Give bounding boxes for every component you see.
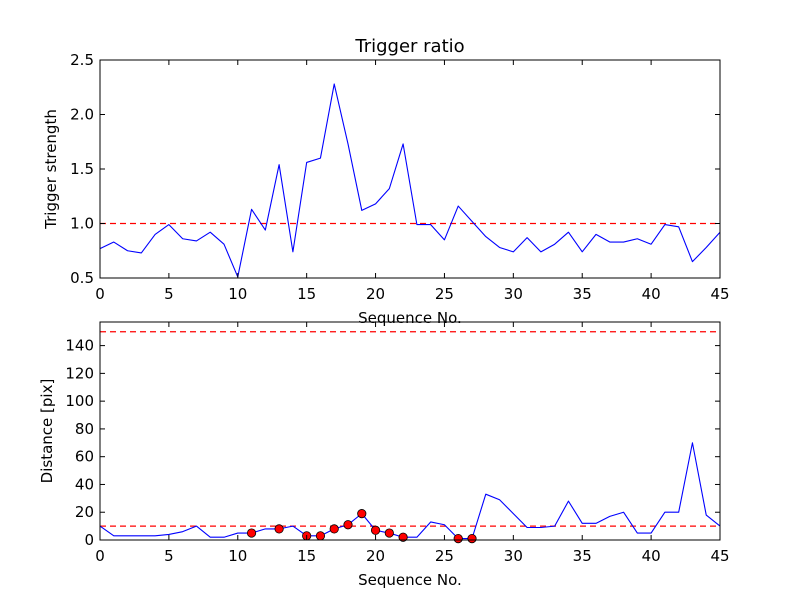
trigger-ratio-panel: Trigger ratio 0 5 10 15 20 25 30 35 40 45 0.5 1.0 1.… bbox=[42, 36, 730, 327]
distance-x-tick-label-1: 5 bbox=[164, 547, 174, 565]
distance-marker-1 bbox=[274, 524, 284, 534]
trigger-y-axis-label: Trigger strength bbox=[42, 109, 60, 230]
distance-marker-7 bbox=[370, 525, 381, 535]
distance-y-tick-label-7: 140 bbox=[65, 337, 94, 355]
distance-x-tick-label-0: 0 bbox=[95, 547, 105, 565]
distance-x-tick-label-7: 35 bbox=[573, 547, 592, 565]
distance-y-tick-label-1: 20 bbox=[75, 503, 94, 521]
trigger-y-tick-label-4: 2.5 bbox=[70, 51, 94, 69]
distance-series-line-0 bbox=[99, 442, 721, 540]
trigger-y-tick-label-3: 2.0 bbox=[70, 106, 94, 124]
distance-marker-4 bbox=[329, 524, 339, 534]
trigger-x-tick-label-7: 35 bbox=[573, 285, 592, 303]
trigger-x-tick-label-2: 10 bbox=[228, 285, 247, 303]
trigger-x-tick-label-9: 45 bbox=[710, 285, 729, 303]
distance-marker-8 bbox=[384, 528, 394, 538]
chart-title: Trigger ratio bbox=[354, 36, 464, 57]
distance-y-tick-label-5: 100 bbox=[65, 392, 94, 410]
trigger-ticks: 0 5 10 15 20 25 30 35 40 45 0.5 1.0 1.5 2.0 2.5 bbox=[70, 51, 729, 303]
trigger-x-tick-label-8: 40 bbox=[642, 285, 661, 303]
trigger-x-tick-label-3: 15 bbox=[297, 285, 316, 303]
trigger-y-tick-label-2: 1.5 bbox=[70, 160, 94, 178]
distance-y-tick-label-4: 80 bbox=[75, 420, 94, 438]
distance-x-tick-label-3: 15 bbox=[297, 547, 316, 565]
distance-y-axis-label: Distance [pix] bbox=[38, 379, 56, 484]
trigger-y-tick-label-1: 1.0 bbox=[70, 215, 94, 233]
distance-marker-0 bbox=[246, 528, 257, 538]
trigger-series-line-0 bbox=[99, 83, 721, 278]
distance-marker-9 bbox=[398, 532, 408, 542]
distance-y-tick-label-6: 120 bbox=[65, 364, 94, 382]
distance-marker-5 bbox=[343, 520, 353, 530]
distance-panel: 0 5 10 15 20 25 30 35 40 45 0 20 40 60 80 100 120 140 Seq… bbox=[38, 321, 730, 589]
trigger-y-tick-label-0: 0.5 bbox=[70, 269, 94, 287]
distance-y-tick-label-2: 40 bbox=[75, 475, 94, 493]
distance-marker-6 bbox=[357, 509, 367, 519]
distance-x-tick-label-6: 30 bbox=[504, 547, 523, 565]
distance-marker-10 bbox=[453, 534, 463, 544]
distance-x-tick-label-4: 20 bbox=[366, 547, 385, 565]
distance-marker-3 bbox=[315, 531, 326, 541]
trigger-x-axis-label: Sequence No. bbox=[358, 309, 462, 327]
trigger-x-tick-label-5: 25 bbox=[435, 285, 454, 303]
trigger-x-tick-label-6: 30 bbox=[504, 285, 523, 303]
distance-x-axis-label: Sequence No. bbox=[358, 571, 462, 589]
trigger-plot-area bbox=[99, 83, 721, 278]
distance-ticks: 0 5 10 15 20 25 30 35 40 45 0 20 40 60 80 100 120 140 bbox=[65, 322, 730, 565]
distance-y-tick-label-3: 60 bbox=[75, 448, 94, 466]
distance-axes-frame bbox=[99, 321, 721, 541]
distance-x-tick-label-2: 10 bbox=[228, 547, 247, 565]
distance-y-tick-label-0: 0 bbox=[84, 531, 94, 549]
trigger-x-tick-label-0: 0 bbox=[95, 285, 105, 303]
trigger-x-tick-label-1: 5 bbox=[164, 285, 174, 303]
distance-x-tick-label-9: 45 bbox=[710, 547, 729, 565]
distance-x-tick-label-8: 40 bbox=[642, 547, 661, 565]
distance-x-tick-label-5: 25 bbox=[435, 547, 454, 565]
distance-marker-11 bbox=[467, 534, 477, 544]
trigger-x-tick-label-4: 20 bbox=[366, 285, 385, 303]
